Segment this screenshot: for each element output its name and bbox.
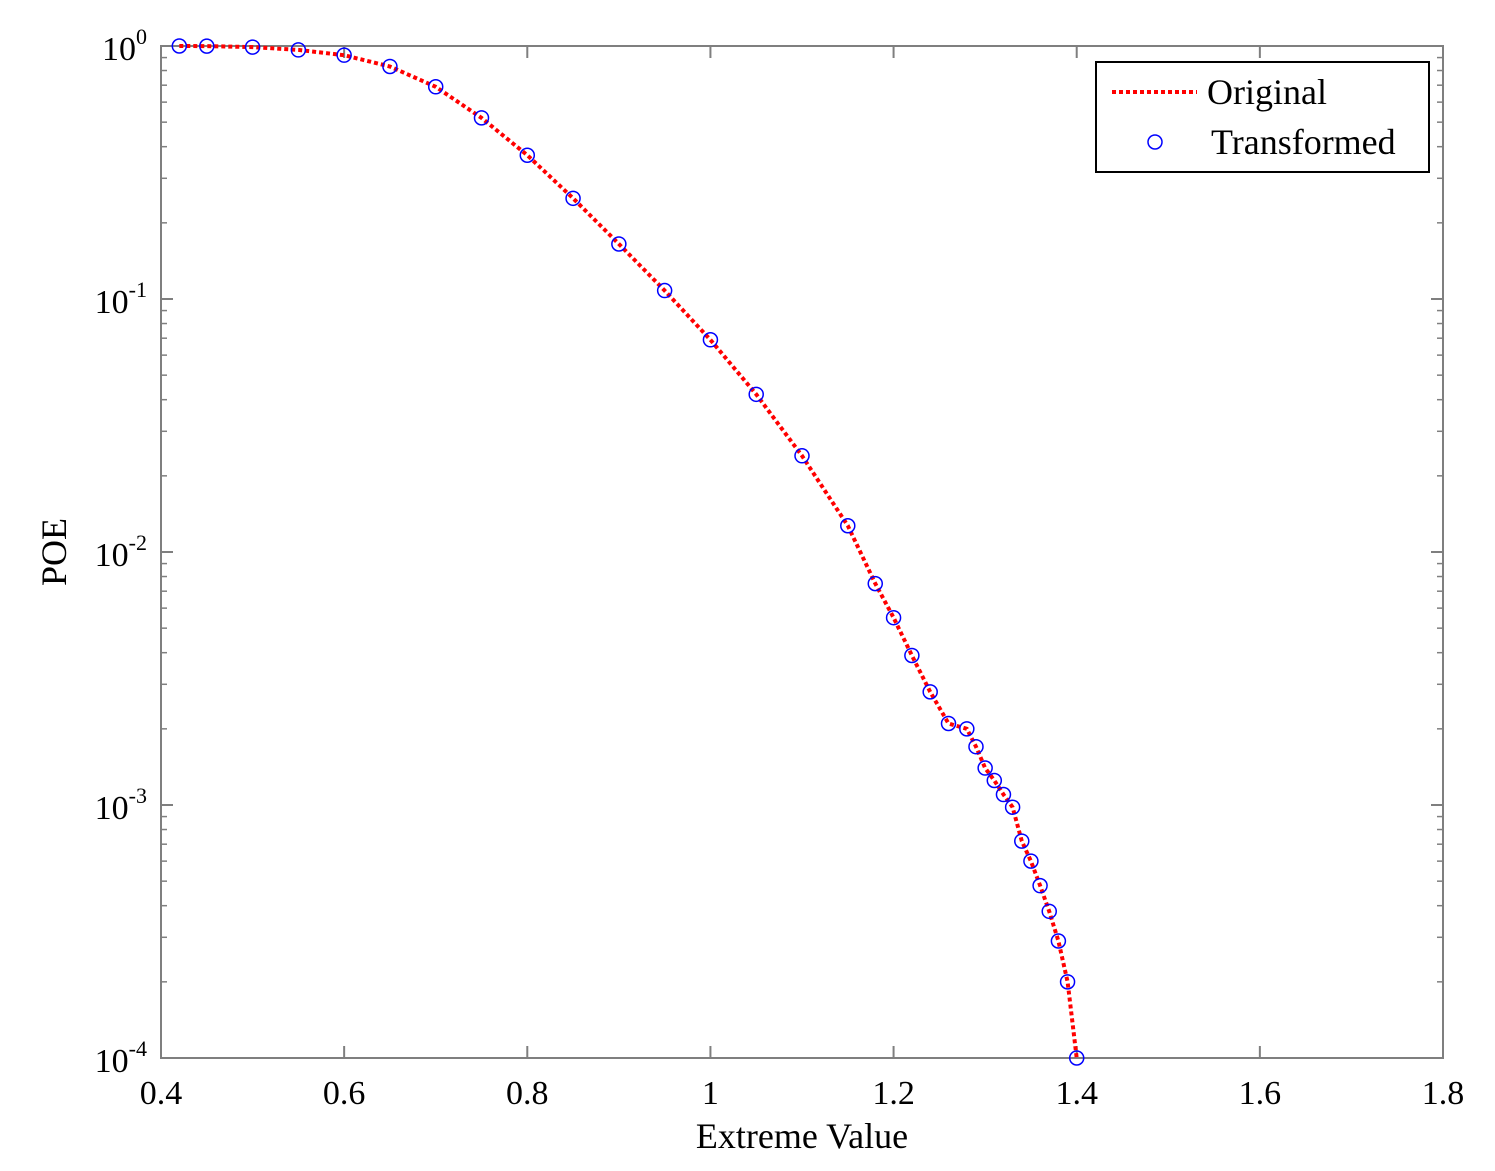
series-transformed-point bbox=[702, 332, 719, 348]
y-tick-label: 10-4 bbox=[95, 1036, 147, 1080]
series-transformed-point bbox=[977, 760, 993, 776]
series-transformed-point bbox=[611, 236, 627, 252]
y-tick-label: 10-2 bbox=[95, 530, 147, 574]
legend-transformed-label: Transformed bbox=[1211, 122, 1396, 162]
series-transformed-point bbox=[1059, 974, 1076, 990]
series-transformed-point bbox=[959, 721, 975, 737]
y-tick-label: 10-3 bbox=[95, 783, 147, 827]
series-transformed-point bbox=[986, 772, 1003, 789]
legend-transformed-swatch bbox=[1147, 134, 1163, 150]
series-transformed-point bbox=[1023, 853, 1039, 869]
series-original-line bbox=[179, 44, 1079, 1059]
series-transformed-point bbox=[565, 190, 581, 207]
series-transformed-point bbox=[382, 58, 398, 75]
series-transformed-point bbox=[656, 282, 673, 299]
y-tick-label: 100 bbox=[102, 24, 147, 68]
series-transformed-point bbox=[794, 448, 810, 464]
series-transformed-point bbox=[748, 386, 764, 403]
series-transformed-point bbox=[336, 47, 352, 63]
legend: Original Transformed bbox=[1095, 61, 1430, 173]
series-transformed-point bbox=[427, 79, 444, 95]
series-transformed-point bbox=[199, 38, 215, 54]
series-transformed-point bbox=[171, 38, 188, 54]
y-axis-ticks: 100 10-1 10-2 10-3 10-4 bbox=[95, 24, 1443, 1080]
series-transformed-point bbox=[840, 517, 856, 534]
plot-area bbox=[160, 45, 1444, 1059]
series-transformed-point bbox=[290, 42, 307, 58]
legend-original-label: Original bbox=[1207, 72, 1327, 112]
series-transformed-point bbox=[244, 39, 261, 55]
series-transformed-point bbox=[968, 738, 984, 755]
x-tick-label: 1 bbox=[702, 1075, 719, 1112]
series-transformed-point bbox=[904, 647, 920, 664]
x-axis-ticks: 0.4 0.6 0.8 1 1.2 1.4 1.6 1.8 bbox=[140, 46, 1465, 1112]
series-transformed-point bbox=[519, 147, 536, 163]
x-tick-label: 0.8 bbox=[506, 1075, 549, 1112]
x-tick-label: 0.6 bbox=[323, 1075, 366, 1112]
series-transformed-point bbox=[1041, 903, 1057, 920]
series-transformed-point bbox=[1068, 1050, 1085, 1066]
y-axis-label: POE bbox=[34, 518, 74, 586]
series-transformed-point bbox=[995, 786, 1012, 803]
x-tick-label: 1.2 bbox=[872, 1075, 915, 1112]
series-transformed-point bbox=[473, 110, 490, 126]
series-transformed-point bbox=[867, 575, 884, 592]
y-tick-label: 10-1 bbox=[95, 277, 147, 321]
x-tick-label: 1.4 bbox=[1055, 1075, 1098, 1112]
series-transformed-point bbox=[940, 715, 957, 732]
x-axis-label: Extreme Value bbox=[696, 1116, 908, 1156]
x-tick-label: 0.4 bbox=[140, 1075, 183, 1112]
x-tick-label: 1.8 bbox=[1422, 1075, 1465, 1112]
series-transformed-point bbox=[1050, 933, 1067, 949]
series-transformed-point bbox=[1014, 833, 1030, 849]
x-tick-label: 1.6 bbox=[1239, 1075, 1282, 1112]
series-transformed-point bbox=[885, 609, 902, 626]
series-transformed-point bbox=[922, 684, 938, 700]
legend-box bbox=[1095, 61, 1430, 173]
series-transformed-point bbox=[1032, 877, 1048, 894]
series-transformed-point bbox=[1004, 799, 1021, 815]
series-layer bbox=[171, 38, 1085, 1066]
